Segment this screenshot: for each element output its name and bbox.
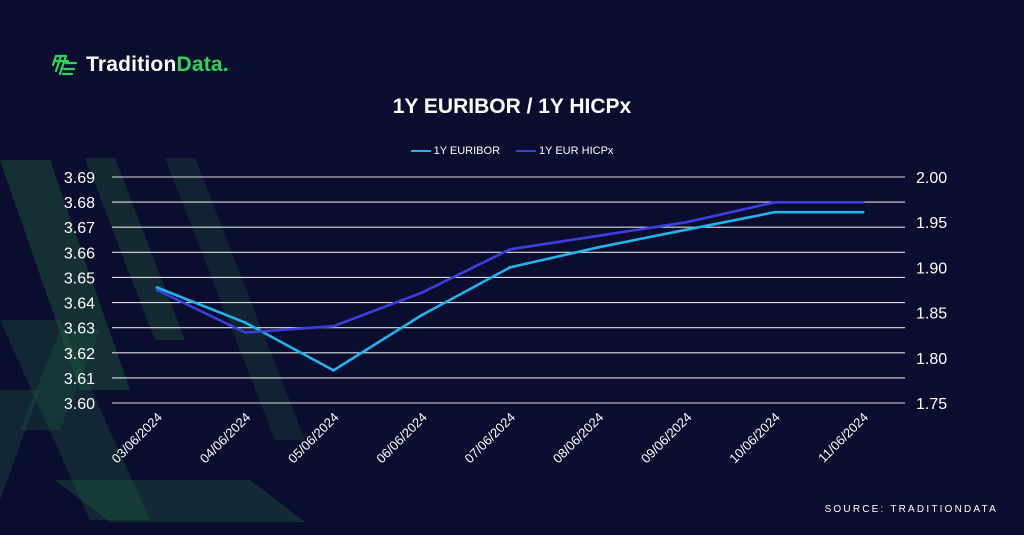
brand-name: TraditionData.	[86, 53, 229, 76]
x-tick-label: 07/06/2024	[461, 410, 518, 467]
legend-item-euribor: 1Y EURIBOR	[410, 145, 501, 157]
data-point-hicpx	[332, 324, 335, 328]
right-tick-label: 1.75	[916, 396, 947, 413]
left-tick-label: 3.67	[64, 220, 95, 237]
data-point-euribor	[596, 245, 600, 249]
legend-item-hicpx: 1Y EUR HICPx	[516, 145, 613, 157]
data-point-euribor	[332, 368, 335, 372]
data-point-euribor	[155, 286, 159, 289]
brand-mark-icon	[52, 54, 78, 76]
left-tick-label: 3.63	[64, 321, 95, 338]
legend-label-euribor: 1Y EURIBOR	[433, 145, 501, 157]
data-point-euribor	[685, 228, 688, 232]
x-tick-label: 10/06/2024	[726, 410, 783, 467]
x-axis-ticks: 03/06/2024 04/06/2024 05/06/2024 06/06/2024…	[108, 410, 871, 467]
right-tick-label: 1.85	[916, 306, 947, 323]
left-axis-ticks: 3.60 3.61 3.62 3.63 3.64 3.65 3.66 3.67 3.68 3.69	[64, 170, 95, 413]
left-tick-label: 3.64	[64, 296, 95, 313]
data-point-euribor	[420, 313, 424, 317]
x-tick-label: 08/06/2024	[550, 410, 607, 467]
left-tick-label: 3.68	[64, 195, 95, 212]
right-axis-ticks: 1.75 1.80 1.85 1.90 1.95 2.00	[916, 170, 947, 413]
legend-label-hicpx: 1Y EUR HICPx	[539, 145, 614, 157]
series-layer	[155, 200, 865, 372]
left-tick-label: 3.60	[64, 396, 95, 413]
right-tick-label: 1.95	[916, 215, 947, 232]
right-tick-label: 2.00	[916, 170, 947, 187]
x-tick-label: 11/06/2024	[815, 410, 871, 466]
left-tick-label: 3.66	[64, 245, 95, 262]
left-tick-label: 3.61	[64, 371, 95, 388]
background-decoration	[0, 158, 305, 522]
data-point-hicpx	[773, 200, 777, 204]
legend-swatch-euribor	[410, 150, 431, 152]
data-point-euribor	[861, 210, 865, 214]
x-tick-label: 06/06/2024	[373, 410, 430, 467]
data-point-hicpx	[596, 234, 600, 238]
data-point-hicpx	[243, 331, 247, 334]
left-tick-label: 3.65	[64, 270, 95, 287]
legend-swatch-hicpx	[516, 150, 537, 152]
gridlines	[112, 176, 905, 404]
left-tick-label: 3.69	[64, 170, 95, 187]
data-point-euribor	[773, 210, 777, 214]
source-note: SOURCE: TRADITIONDATA	[824, 504, 998, 515]
x-tick-label: 03/06/2024	[108, 410, 165, 467]
left-tick-label: 3.62	[64, 346, 95, 363]
data-point-hicpx	[508, 247, 512, 251]
data-point-euribor	[508, 266, 512, 269]
x-tick-label: 09/06/2024	[638, 410, 695, 467]
chart-legend: 1Y EURIBOR 1Y EUR HICPx	[0, 145, 1024, 157]
brand-logo: TraditionData.	[52, 50, 229, 80]
x-tick-label: 04/06/2024	[197, 410, 254, 467]
data-point-hicpx	[861, 200, 865, 204]
data-point-hicpx	[155, 288, 159, 292]
data-point-euribor	[243, 321, 247, 325]
right-tick-label: 1.80	[916, 351, 947, 368]
data-point-hicpx	[685, 220, 688, 224]
data-point-hicpx	[420, 291, 424, 295]
right-tick-label: 1.90	[916, 260, 947, 277]
chart-title: 1Y EURIBOR / 1Y HICPx	[392, 95, 632, 118]
